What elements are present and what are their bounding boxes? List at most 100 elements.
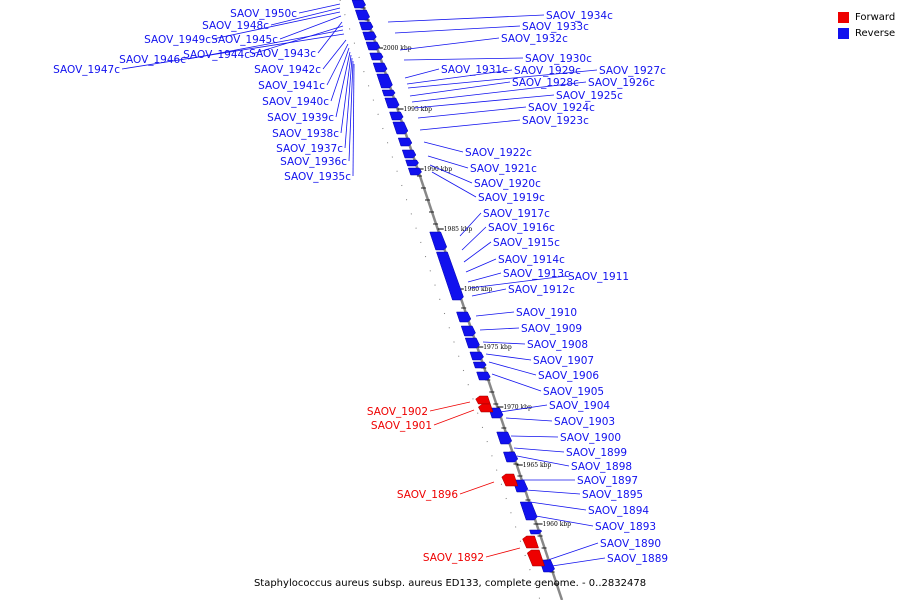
gene-leader-line [387,14,545,23]
reverse-gene-block[interactable] [389,111,404,121]
legend-item-forward: Forward [838,9,895,25]
gene-label[interactable]: SAOV_1906 [538,370,599,382]
reverse-gene-block[interactable] [436,251,464,301]
gene-label[interactable]: SAOV_1937c [276,143,343,155]
gene-label[interactable]: SAOV_1946c [119,54,186,66]
gene-label[interactable]: SAOV_1889 [607,553,668,565]
gene-label[interactable]: SAOV_1945c [211,34,278,46]
gene-label[interactable]: SAOV_1890 [600,538,661,550]
reverse-gene-block[interactable] [405,159,419,167]
reverse-gene-block[interactable] [456,311,472,323]
gene-label[interactable]: SAOV_1907 [533,355,594,367]
gene-label[interactable]: SAOV_1904 [549,400,610,412]
gene-label[interactable]: SAOV_1920c [474,178,541,190]
gene-label[interactable]: SAOV_1932c [501,33,568,45]
gene-label[interactable]: SAOV_1917c [483,208,550,220]
gene-label[interactable]: SAOV_1900 [560,432,621,444]
gene-label[interactable]: SAOV_1909 [521,323,582,335]
gene-label[interactable]: SAOV_1933c [522,21,589,33]
gene-label[interactable]: SAOV_1944c [183,49,250,61]
gene-leader-line [525,489,581,495]
gene-label[interactable]: SAOV_1919c [478,192,545,204]
reverse-gene-block[interactable] [392,121,409,135]
gene-label[interactable]: SAOV_1910 [516,307,577,319]
gene-label[interactable]: SAOV_1929c [514,65,581,77]
gene-label[interactable]: SAOV_1899 [566,447,627,459]
gene-label[interactable]: SAOV_1895 [582,489,643,501]
reverse-gene-block[interactable] [476,371,491,381]
reverse-gene-block[interactable] [355,9,371,21]
forward-gene-block[interactable] [475,395,491,405]
gene-label[interactable]: SAOV_1926c [588,77,655,89]
gene-label[interactable]: SAOV_1911 [568,271,629,283]
reverse-gene-block[interactable] [496,431,513,445]
gene-label[interactable]: SAOV_1898 [571,461,632,473]
reverse-gene-block[interactable] [381,89,396,97]
gene-label[interactable]: SAOV_1942c [254,64,321,76]
gene-label[interactable]: SAOV_1947c [53,64,120,76]
gene-label[interactable]: SAOV_1923c [522,115,589,127]
reverse-gene-block[interactable] [384,97,400,109]
gene-label[interactable]: SAOV_1939c [267,112,334,124]
reverse-gene-block[interactable] [359,21,374,31]
gene-label[interactable]: SAOV_1928c [512,77,579,89]
reverse-gene-block[interactable] [397,137,413,147]
gene-label[interactable]: SAOV_1924c [528,102,595,114]
gene-label[interactable]: SAOV_1930c [525,53,592,65]
gene-label[interactable]: SAOV_1894 [588,505,649,517]
reverse-gene-block[interactable] [376,73,393,89]
gene-label[interactable]: SAOV_1950c [230,8,297,20]
reverse-gene-block[interactable] [469,351,484,361]
forward-gene-block[interactable] [501,473,519,487]
gene-label[interactable]: SAOV_1936c [280,156,347,168]
gene-label[interactable]: SAOV_1916c [488,222,555,234]
gene-label[interactable]: SAOV_1931c [441,64,508,76]
reverse-gene-block[interactable] [519,501,538,521]
gene-label[interactable]: SAOV_1903 [554,416,615,428]
forward-gene-block[interactable] [526,549,545,567]
gene-label[interactable]: SAOV_1897 [577,475,638,487]
gene-label[interactable]: SAOV_1943c [249,48,316,60]
reverse-gene-block[interactable] [407,167,422,176]
reverse-gene-block[interactable] [472,361,487,369]
reverse-gene-block[interactable] [529,529,543,535]
reverse-gene-block[interactable] [372,62,388,73]
forward-gene-block[interactable] [522,535,539,549]
gene-label[interactable]: SAOV_1935c [284,171,351,183]
gene-label[interactable]: SAOV_1913c [503,268,570,280]
reverse-gene-block[interactable] [351,0,366,9]
gene-label[interactable]: SAOV_1934c [546,10,613,22]
gene-leader-line [505,417,553,422]
reverse-gene-block[interactable] [503,451,519,463]
gene-label[interactable]: SAOV_1948c [202,20,269,32]
gene-label[interactable]: SAOV_1912c [508,284,575,296]
reverse-gene-block[interactable] [429,231,448,251]
gene-label[interactable]: SAOV_1938c [272,128,339,140]
gene-leader-line [330,47,350,102]
gene-label[interactable]: SAOV_1941c [258,80,325,92]
gene-label[interactable]: SAOV_1893 [595,521,656,533]
gene-label[interactable]: SAOV_1905 [543,386,604,398]
reverse-gene-block[interactable] [365,41,381,51]
reverse-gene-block[interactable] [362,31,377,41]
gene-label[interactable]: SAOV_1914c [498,254,565,266]
gene-leader-line [340,54,352,134]
gene-label[interactable]: SAOV_1892 [423,552,484,564]
reverse-gene-block[interactable] [401,149,417,159]
gene-label[interactable]: SAOV_1925c [556,90,623,102]
gene-label[interactable]: SAOV_1908 [527,339,588,351]
reverse-gene-block[interactable] [464,337,480,349]
gene-label[interactable]: SAOV_1922c [465,147,532,159]
gene-leader-line [279,15,342,40]
gene-label[interactable]: SAOV_1921c [470,163,537,175]
gene-label[interactable]: SAOV_1902 [367,406,428,418]
gene-label[interactable]: SAOV_1927c [599,65,666,77]
gene-label[interactable]: SAOV_1915c [493,237,560,249]
gene-label[interactable]: SAOV_1940c [262,96,329,108]
gene-label[interactable]: SAOV_1901 [371,420,432,432]
reverse-gene-block[interactable] [460,325,476,337]
gene-label[interactable]: SAOV_1949c [144,34,211,46]
gene-label[interactable]: SAOV_1896 [397,489,458,501]
forward-gene-block[interactable] [478,403,494,413]
reverse-gene-block[interactable] [369,52,384,61]
